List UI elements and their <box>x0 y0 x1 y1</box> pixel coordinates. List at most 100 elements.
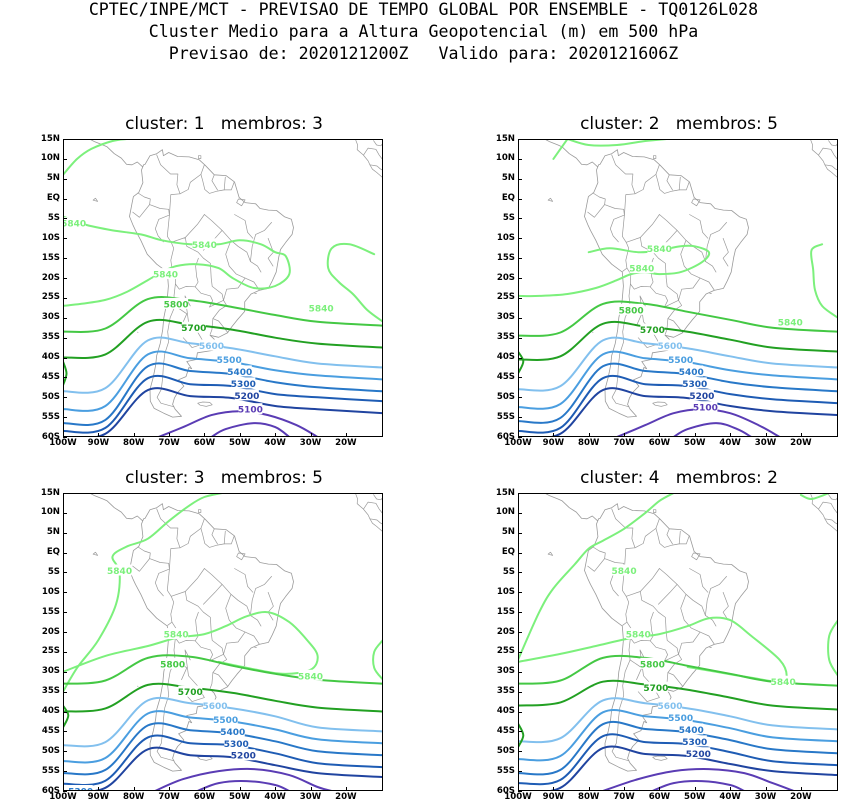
contour-label-bg <box>178 685 203 697</box>
lat-tick-mark <box>518 592 522 594</box>
contour-5500 <box>519 350 837 410</box>
lat-tick-label: EQ <box>46 547 60 558</box>
contour-label-bg <box>686 747 711 759</box>
map-panel-1: 5840 5840 5840 5840 5800 5700 5600 5500 5400 5300… <box>63 139 383 437</box>
contour-label-bg <box>224 737 249 749</box>
contour-5700 <box>64 318 382 359</box>
contour-5840 <box>519 494 674 661</box>
lat-tick-label: 5N <box>501 173 515 184</box>
coastline-central-america <box>90 140 143 168</box>
contour-5840 <box>810 243 837 319</box>
country-border <box>604 204 625 216</box>
contour-5300 <box>519 733 837 786</box>
lon-tick-mark <box>63 433 64 437</box>
lat-tick-mark <box>63 691 67 693</box>
country-border <box>678 631 701 655</box>
country-border <box>649 611 654 642</box>
lat-tick-mark <box>63 671 67 673</box>
country-border <box>664 318 669 335</box>
contour-5840 <box>372 639 382 681</box>
lat-tick-mark <box>518 751 522 753</box>
lon-tick-mark <box>98 787 100 791</box>
contour-label: 5100 <box>238 406 263 416</box>
contour-label-bg <box>160 657 185 669</box>
contour-5200 <box>551 387 837 436</box>
contour-label-bg <box>107 564 132 576</box>
contour-label: 5800 <box>164 300 189 310</box>
contour-label: 5840 <box>107 567 132 577</box>
contour-label-bg <box>298 669 323 681</box>
country-border <box>156 508 181 626</box>
country-border <box>223 530 226 545</box>
coastline-africa <box>355 494 382 532</box>
country-border <box>225 239 260 291</box>
contour-label-bg <box>192 238 217 250</box>
country-border <box>234 214 254 239</box>
country-border <box>204 568 262 627</box>
contour-label: 5800 <box>160 660 185 670</box>
country-border <box>194 611 199 642</box>
lat-tick-label: 5N <box>46 527 60 538</box>
country-border <box>132 192 151 218</box>
lon-tick-label: 20W <box>335 438 357 448</box>
lat-tick-label: 40S <box>41 706 60 717</box>
lat-tick-mark <box>518 158 522 160</box>
contour-5840 <box>519 616 788 683</box>
contour-5840 <box>64 140 127 176</box>
contour-5840 <box>64 610 319 675</box>
contour-label: 5840 <box>192 241 217 251</box>
lat-tick-mark <box>63 317 67 319</box>
lon-tick-mark <box>800 787 802 791</box>
lat-tick-mark <box>63 337 67 339</box>
panel-title-2: cluster: 2 membros: 5 <box>580 114 778 134</box>
lat-tick-label: 15N <box>495 487 515 498</box>
contour-5800 <box>64 296 382 333</box>
contour-5100-inner <box>211 422 290 436</box>
lon-tick-mark <box>239 787 241 791</box>
lat-tick-mark <box>63 437 67 438</box>
country-border <box>587 546 606 572</box>
contour-5100-inner <box>673 422 752 436</box>
coastline-south-america <box>584 503 749 772</box>
contour-label: 5500 <box>213 716 238 726</box>
contour-label: 5700 <box>643 684 668 694</box>
contour-label: 5600 <box>199 342 224 352</box>
contour-label-bg <box>626 628 651 640</box>
island-outline <box>236 198 246 207</box>
island-outline <box>92 551 99 556</box>
lat-tick-label: 55S <box>496 765 515 776</box>
contour-label-bg <box>668 353 693 365</box>
lat-tick-mark <box>518 771 522 773</box>
coastline-africa <box>373 494 382 501</box>
contour-5500 <box>519 708 837 762</box>
lat-tick-label: 30S <box>41 666 60 677</box>
lat-tick-label: 55S <box>496 411 515 422</box>
lat-tick-mark <box>518 671 522 673</box>
island-outline <box>236 552 246 561</box>
lat-tick-label: 40S <box>41 352 60 363</box>
contour-label: 5300 <box>68 788 93 791</box>
lon-tick-mark <box>98 433 100 437</box>
contour-label: 5840 <box>298 672 323 682</box>
lat-tick-mark <box>63 493 67 494</box>
lat-tick-mark <box>518 532 522 534</box>
lat-tick-mark <box>518 552 522 554</box>
contour-label-bg <box>199 339 224 351</box>
country-border <box>609 214 625 243</box>
contour-5700 <box>519 679 837 711</box>
lat-tick-label: 55S <box>41 765 60 776</box>
lat-tick-label: 50S <box>41 745 60 756</box>
island-outline <box>652 401 668 407</box>
lat-tick-label: 50S <box>496 391 515 402</box>
lon-tick-mark <box>694 433 696 437</box>
lon-tick-mark <box>133 433 135 437</box>
country-border <box>204 214 262 273</box>
lat-tick-label: 35S <box>41 686 60 697</box>
lat-tick-label: 20S <box>496 272 515 283</box>
lat-tick-label: 20S <box>41 626 60 637</box>
lat-tick-label: 5N <box>501 527 515 538</box>
contour-label-bg <box>227 365 252 377</box>
lat-tick-label: 10N <box>495 507 515 518</box>
country-border <box>200 518 235 548</box>
